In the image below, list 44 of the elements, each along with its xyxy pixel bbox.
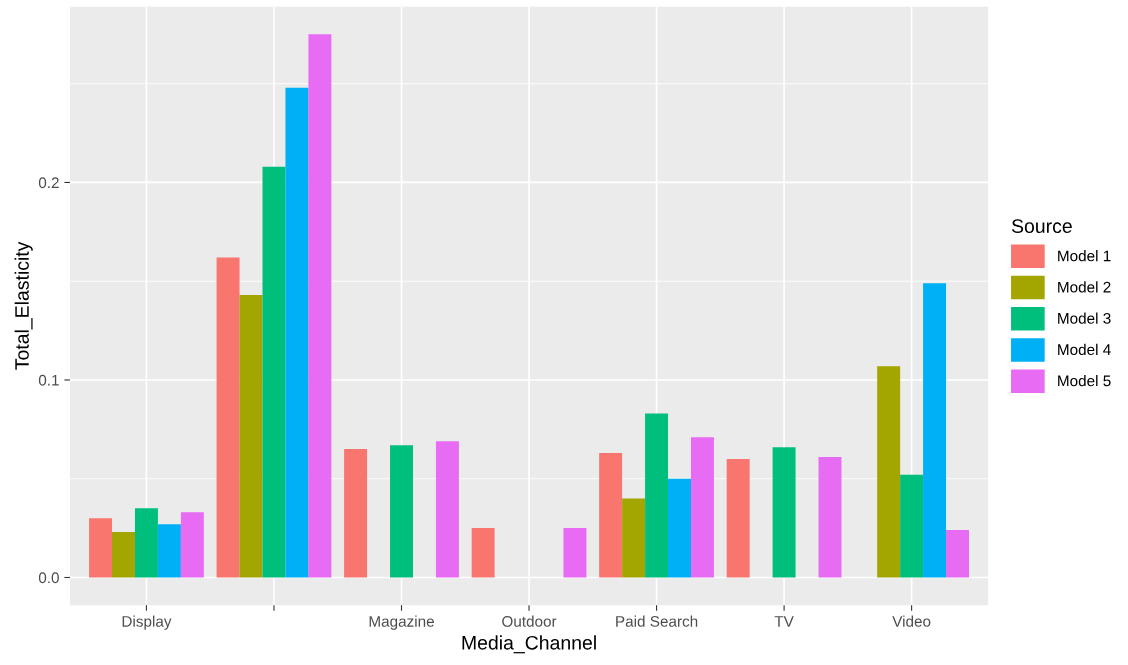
bar	[134, 508, 158, 578]
legend-label: Model 2	[1058, 281, 1111, 293]
x-tick-label: Paid Search	[616, 615, 698, 627]
y-tick-label: 0.1	[38, 374, 59, 386]
bar	[726, 458, 750, 578]
bar	[180, 512, 204, 578]
bar	[112, 532, 135, 578]
bar	[344, 449, 368, 578]
bar	[471, 528, 495, 578]
bar	[239, 295, 263, 578]
x-tick-label: Display	[122, 615, 172, 630]
x-tick-label: Video	[892, 615, 931, 627]
bar	[285, 87, 309, 578]
bar	[900, 474, 924, 578]
bar	[772, 447, 796, 578]
legend-title: Source	[1011, 219, 1072, 234]
bar	[622, 498, 646, 578]
bar	[877, 366, 901, 578]
bar	[599, 453, 623, 578]
bar	[946, 530, 969, 578]
bar	[435, 441, 459, 578]
bar	[390, 445, 413, 578]
bar	[308, 34, 332, 578]
x-tick-label: Outdoor	[502, 615, 557, 627]
bar	[818, 457, 842, 578]
bar	[563, 528, 587, 578]
bar	[262, 166, 286, 578]
bar	[923, 283, 947, 578]
legend-label: Model 3	[1058, 312, 1111, 324]
bar	[216, 257, 240, 578]
bar	[668, 478, 691, 578]
bar	[89, 518, 113, 578]
bar	[157, 524, 181, 578]
bar	[690, 437, 714, 578]
y-axis-title: Total_Elasticity	[14, 241, 33, 370]
y-tick-label: 0.2	[38, 177, 59, 189]
y-tick-label: 0.0	[38, 572, 59, 584]
x-tick-label: TV	[774, 616, 794, 627]
bar	[645, 413, 669, 578]
x-axis-title: Media_Channel	[462, 635, 596, 654]
legend-label: Model 5	[1058, 375, 1111, 387]
x-tick-label: Magazine	[369, 615, 434, 630]
legend-label: Model 1	[1058, 250, 1111, 262]
legend-label: Model 4	[1058, 343, 1111, 356]
